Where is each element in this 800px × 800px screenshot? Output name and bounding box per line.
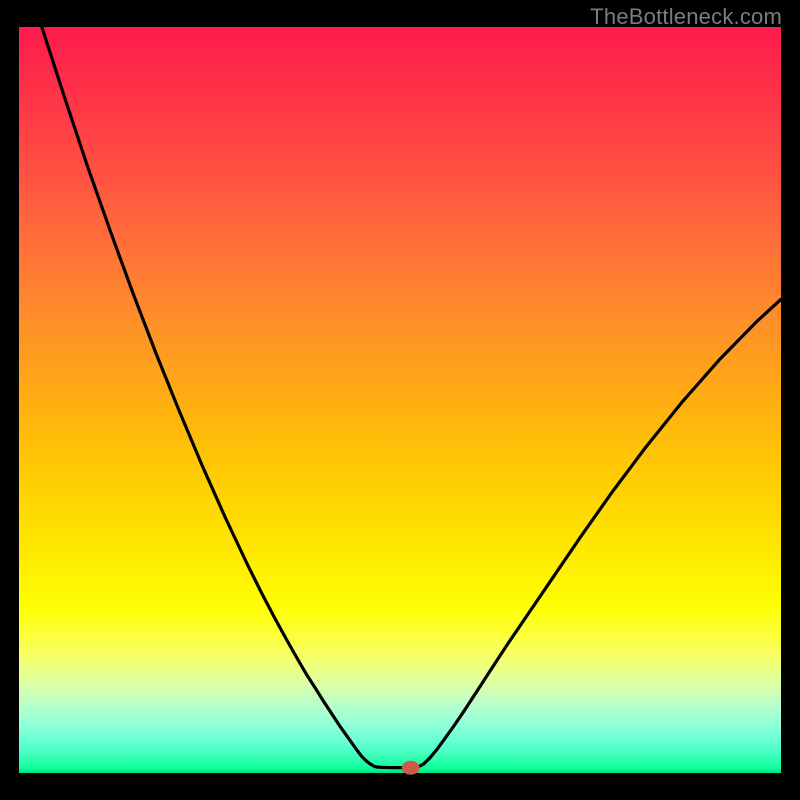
plot-background-gradient: [19, 27, 781, 773]
chart-stage: TheBottleneck.com: [0, 0, 800, 800]
bottleneck-chart: [0, 0, 800, 800]
watermark-text: TheBottleneck.com: [590, 4, 782, 30]
optimal-point-marker: [402, 761, 420, 775]
